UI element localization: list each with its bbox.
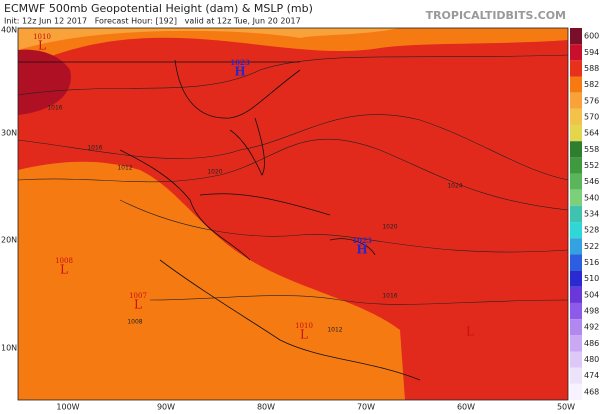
system-marker: L [38, 39, 46, 53]
colorbar-swatch [570, 141, 582, 158]
map [17, 27, 569, 401]
contour-label: 1012 [327, 327, 342, 334]
system-marker: L [60, 263, 68, 277]
colorbar-label: 492 [584, 323, 599, 332]
subtitle: Init: 12z Jun 12 2017 Forecast Hour: [19… [4, 17, 301, 26]
colorbar: 600 594 588 582 576 570 564 558 552 546 540 534 528 5… [570, 28, 599, 400]
lon-label: 70W [357, 403, 375, 412]
colorbar-swatch [570, 92, 582, 109]
system-marker: L [134, 298, 142, 312]
source: TROPICALTIDBITS.COM [426, 9, 566, 22]
colorbar-label: 558 [584, 145, 599, 154]
colorbar-swatch [570, 254, 582, 271]
system-marker: L [466, 325, 474, 339]
colorbar-swatch [570, 173, 582, 190]
system-pressure: 1023 [230, 58, 250, 67]
isobar [17, 54, 569, 96]
colorbar-label: 498 [584, 307, 599, 316]
colorbar-label: 522 [584, 242, 599, 251]
system-pressure: 1023 [352, 236, 372, 245]
isobar [17, 114, 569, 181]
colorbar-label: 552 [584, 161, 599, 170]
colorbar-label: 540 [584, 193, 599, 202]
colorbar-swatch [570, 286, 582, 303]
contour-label: 1024 [447, 183, 462, 190]
colorbar-swatch [570, 383, 582, 400]
system-marker: H [234, 65, 245, 79]
isobar [119, 199, 569, 253]
height-band [18, 28, 568, 70]
colorbar-label: 570 [584, 112, 599, 121]
colorbar-swatch [570, 60, 582, 77]
colorbar-label: 582 [584, 80, 599, 89]
colorbar-label: 546 [584, 177, 599, 186]
colorbar-label: 528 [584, 226, 599, 235]
contour-label: 1016 [382, 293, 397, 300]
system-pressure: 1010 [295, 322, 313, 330]
colorbar-swatch [570, 125, 582, 142]
colorbar-label: 474 [584, 371, 599, 380]
lon-label: 90W [157, 403, 175, 412]
contour-label: 1020 [382, 224, 397, 231]
system-pressure: 1010 [33, 33, 51, 41]
height-core [18, 49, 71, 115]
colorbar-label: 516 [584, 258, 599, 267]
lon-label: 100W [56, 403, 79, 412]
colorbar-swatch [570, 157, 582, 174]
title: ECMWF 500mb Geopotential Height (dam) & … [4, 2, 313, 15]
lat-label: 30N [1, 129, 17, 138]
colorbar-label: 534 [584, 210, 599, 219]
colorbar-label: 594 [584, 48, 599, 57]
colorbar-swatch [570, 335, 582, 352]
system-marker: H [356, 243, 367, 257]
system-pressure: 1008 [55, 257, 73, 265]
coastline [18, 59, 421, 381]
colorbar-label: 510 [584, 274, 599, 283]
colorbar-swatch [570, 76, 582, 93]
contour-label: 1008 [127, 319, 142, 326]
contour-label: 1012 [117, 165, 132, 172]
colorbar-swatch [570, 319, 582, 336]
colorbar-label: 564 [584, 129, 599, 138]
height-band [18, 161, 405, 400]
colorbar-swatch [570, 270, 582, 287]
colorbar-label: 588 [584, 64, 599, 73]
height-band [18, 28, 400, 50]
colorbar-swatch [570, 108, 582, 126]
lat-label: 20N [1, 236, 17, 245]
colorbar-swatch [570, 44, 582, 61]
lat-label: 40N [1, 26, 17, 35]
colorbar-label: 576 [584, 96, 599, 105]
contour-label: 1020 [207, 169, 222, 176]
colorbar-swatch [570, 367, 582, 384]
colorbar-label: 480 [584, 355, 599, 364]
colorbar-label: 504 [584, 290, 599, 299]
isobar [149, 295, 569, 305]
lon-label: 60W [457, 403, 475, 412]
frame [17, 27, 569, 401]
contour-label: 1016 [87, 145, 102, 152]
system-pressure: 1007 [129, 292, 147, 300]
colorbar-swatch [570, 28, 582, 45]
colorbar-swatch [570, 189, 582, 206]
colorbar-label: 486 [584, 339, 599, 348]
contour-label: 1016 [47, 105, 62, 112]
isobar [17, 138, 569, 211]
colorbar-swatch [570, 302, 582, 320]
colorbar-swatch [570, 205, 582, 223]
colorbar-swatch [570, 222, 582, 239]
colorbar-swatch [570, 238, 582, 255]
colorbar-label: 600 [584, 32, 599, 41]
colorbar-swatch [570, 351, 582, 368]
colorbar-label: 468 [584, 387, 599, 396]
lat-label: 10N [1, 344, 17, 353]
lon-label: 80W [257, 403, 275, 412]
system-marker: L [300, 328, 308, 342]
lon-label: 50W [557, 403, 575, 412]
